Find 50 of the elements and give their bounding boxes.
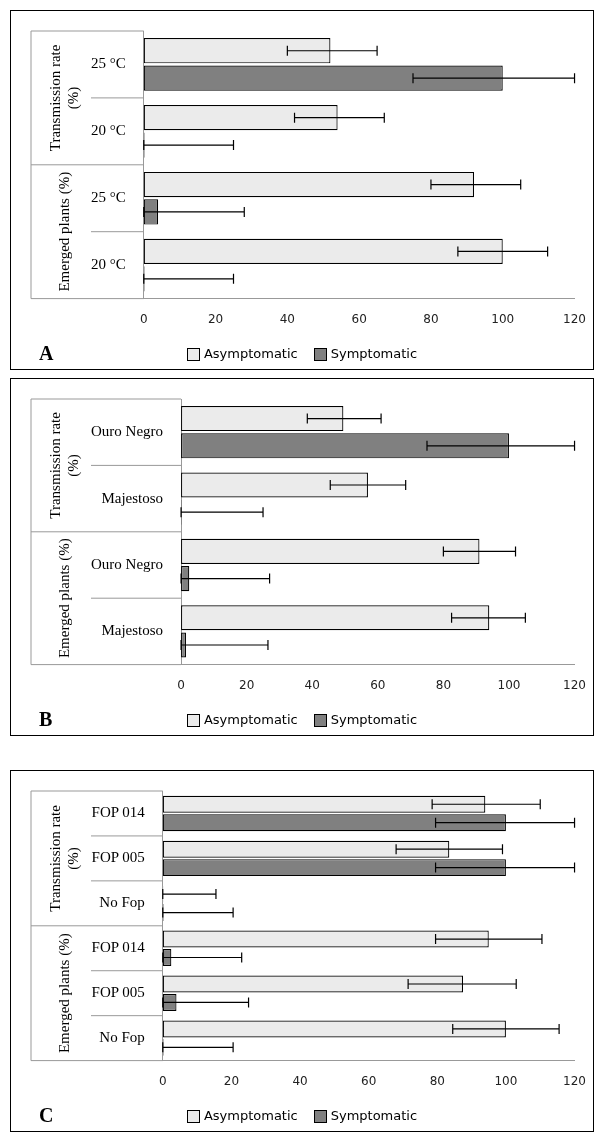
y-tick-label: FOP 005: [91, 984, 145, 1001]
x-tick-label: 20: [207, 311, 224, 326]
y-tick-label: FOP 014: [91, 939, 146, 956]
x-tick-label: 40: [304, 677, 320, 692]
y-tick-label: Majestoso: [101, 489, 164, 506]
x-tick-label: 100: [494, 1073, 518, 1088]
x-tick-label: 80: [423, 311, 439, 326]
x-tick-label: 0: [139, 311, 148, 326]
x-tick-label: 0: [177, 677, 185, 692]
text: Emerged plants (%): [55, 171, 73, 292]
x-tick-label: 100: [491, 311, 515, 326]
legend-label: Symptomatic: [330, 712, 418, 727]
legend-label: Symptomatic: [330, 346, 418, 361]
text: Transmission rate (%): [46, 44, 82, 152]
x-tick-label: 120: [563, 677, 586, 692]
x-tick-label: 40: [279, 311, 295, 326]
y-tick-label: FOP 014: [91, 804, 146, 821]
x-tick-label: 40: [292, 1073, 308, 1088]
x-tick-label: 120: [563, 311, 586, 326]
text: Emerged plants (%): [55, 933, 73, 1054]
y-tick-label: 20 °C: [90, 256, 126, 273]
x-tick-label: 100: [497, 677, 521, 692]
legend-label: Asymptomatic: [203, 712, 298, 727]
text: A: [39, 342, 54, 365]
x-tick-label: 80: [429, 1073, 445, 1088]
y-tick-label: No Fop: [99, 894, 145, 911]
x-tick-label: 60: [361, 1073, 377, 1088]
y-tick-label: Ouro Negro: [90, 423, 164, 440]
y-tick-label: No Fop: [99, 1029, 145, 1046]
y-tick-label: 20 °C: [90, 122, 126, 139]
x-tick-label: 80: [435, 677, 452, 692]
x-tick-label: 60: [351, 311, 367, 326]
x-tick-label: 20: [223, 1073, 240, 1088]
x-tick-label: 20: [239, 677, 255, 692]
y-tick-label: 25 °C: [90, 189, 126, 206]
legend-label: Asymptomatic: [203, 346, 298, 361]
y-tick-label: 25 °C: [90, 55, 126, 72]
y-tick-label: Majestoso: [101, 622, 164, 639]
text: Emerged plants (%): [55, 538, 73, 659]
x-tick-label: 60: [370, 677, 386, 692]
text: Transmission rate (%): [46, 411, 82, 519]
y-tick-label: FOP 005: [91, 849, 145, 866]
text: C: [39, 1104, 54, 1127]
x-tick-label: 120: [563, 1073, 586, 1088]
text: B: [39, 708, 53, 731]
legend-label: Asymptomatic: [203, 1108, 298, 1123]
y-tick-label: Ouro Negro: [90, 555, 164, 572]
legend-label: Symptomatic: [330, 1108, 418, 1123]
x-tick-label: 0: [158, 1073, 167, 1088]
text: Transmission rate (%): [46, 804, 82, 912]
